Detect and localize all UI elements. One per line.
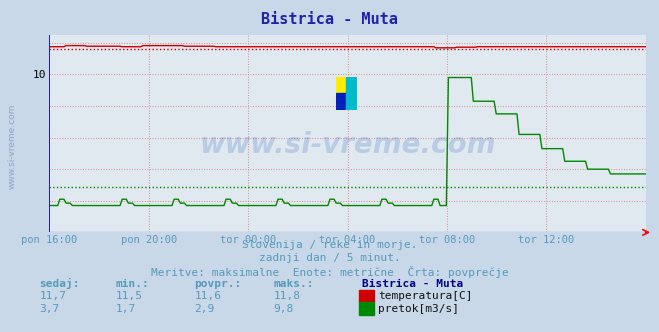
Text: zadnji dan / 5 minut.: zadnji dan / 5 minut. [258, 253, 401, 263]
Bar [335, 77, 346, 93]
Text: www.si-vreme.com: www.si-vreme.com [200, 131, 496, 159]
Text: pretok[m3/s]: pretok[m3/s] [378, 304, 459, 314]
Text: 11,8: 11,8 [273, 291, 301, 301]
Text: 3,7: 3,7 [40, 304, 60, 314]
Text: Bistrica - Muta: Bistrica - Muta [362, 279, 464, 289]
Text: temperatura[C]: temperatura[C] [378, 291, 473, 301]
Text: Bistrica - Muta: Bistrica - Muta [261, 12, 398, 27]
Text: Meritve: maksimalne  Enote: metrične  Črta: povprečje: Meritve: maksimalne Enote: metrične Črta… [151, 266, 508, 278]
Bar [335, 93, 346, 110]
Text: 11,5: 11,5 [115, 291, 142, 301]
Text: 1,7: 1,7 [115, 304, 136, 314]
Text: 11,6: 11,6 [194, 291, 221, 301]
Bar [346, 77, 357, 93]
Text: www.si-vreme.com: www.si-vreme.com [8, 103, 17, 189]
Text: 11,7: 11,7 [40, 291, 67, 301]
Text: povpr.:: povpr.: [194, 279, 242, 289]
Text: sedaj:: sedaj: [40, 278, 80, 289]
Text: 9,8: 9,8 [273, 304, 294, 314]
Text: min.:: min.: [115, 279, 149, 289]
Text: 2,9: 2,9 [194, 304, 215, 314]
Bar [346, 93, 357, 110]
Text: maks.:: maks.: [273, 279, 314, 289]
Text: Slovenija / reke in morje.: Slovenija / reke in morje. [242, 240, 417, 250]
